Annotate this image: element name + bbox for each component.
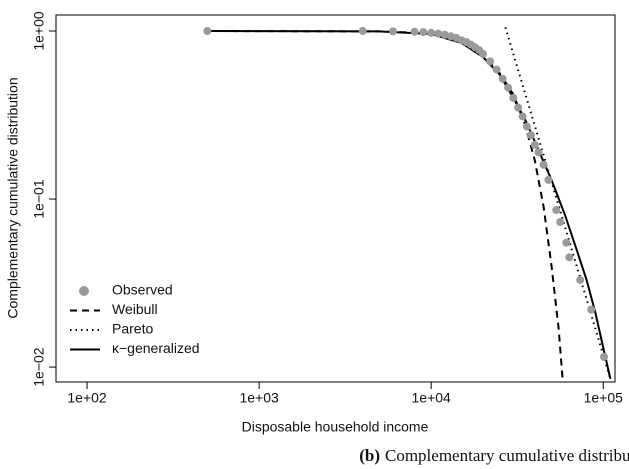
y-tick-label: 1e−02 <box>31 347 47 387</box>
observed-point <box>539 160 548 169</box>
series-line <box>207 30 564 379</box>
observed-point <box>440 30 449 39</box>
observed-point <box>419 28 428 37</box>
observed-point <box>410 27 419 36</box>
observed-point <box>514 103 523 112</box>
caption: Complementary cumulative distribution <box>385 446 629 465</box>
observed-point <box>587 305 596 314</box>
legend-label: Observed <box>112 282 173 298</box>
observed-point <box>576 275 585 284</box>
observed-point <box>509 93 518 102</box>
y-axis-label: Complementary cumulative distribution <box>5 77 21 318</box>
plot-area <box>207 27 612 380</box>
observed-point <box>518 112 527 121</box>
x-tick-label: 1e+02 <box>67 390 107 406</box>
series-line <box>207 30 612 380</box>
legend-label: Pareto <box>112 321 153 337</box>
observed-point <box>486 57 495 66</box>
observed-point <box>492 65 501 74</box>
legend-label: κ−generalized <box>112 340 200 356</box>
x-axis-label: Disposable household income <box>242 419 429 435</box>
observed-point <box>552 206 561 215</box>
observed-point <box>478 49 487 58</box>
x-tick-label: 1e+03 <box>239 390 279 406</box>
observed-point <box>358 26 367 35</box>
observed-point <box>534 148 543 157</box>
y-tick-label: 1e+00 <box>31 11 47 51</box>
legend-symbol <box>79 286 89 296</box>
observed-point <box>427 28 436 37</box>
observed-point <box>498 74 507 83</box>
observed-point <box>562 238 571 247</box>
observed-point <box>544 175 553 184</box>
plot-frame <box>55 14 616 383</box>
series-line <box>504 27 612 380</box>
observed-point <box>530 140 539 149</box>
observed-point <box>203 26 212 35</box>
observed-point <box>434 29 443 38</box>
observed-point <box>556 217 565 226</box>
observed-point <box>526 131 535 140</box>
x-tick-label: 1e+05 <box>584 390 624 406</box>
observed-point <box>522 122 531 131</box>
observed-point <box>600 352 609 361</box>
x-tick-label: 1e+04 <box>412 390 452 406</box>
observed-point <box>504 83 513 92</box>
caption-label: (b) <box>359 446 380 465</box>
y-tick-label: 1e−01 <box>31 179 47 219</box>
observed-point <box>389 27 398 36</box>
legend-label: Weibull <box>112 301 158 317</box>
observed-point <box>565 253 574 262</box>
